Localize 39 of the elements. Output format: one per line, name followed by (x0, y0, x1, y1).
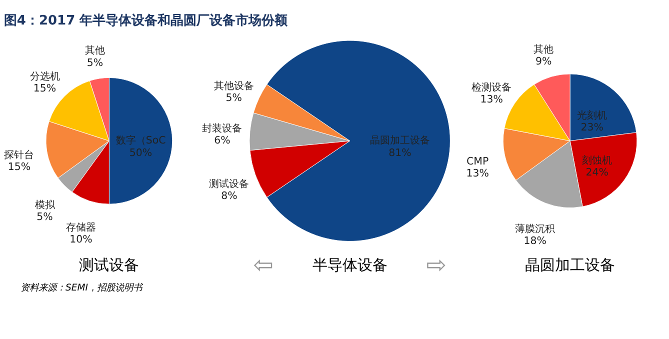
slice-label: 其他 (84, 44, 105, 57)
data-label: 15% (33, 83, 56, 94)
text: 测试设备 (79, 256, 140, 274)
data-label: 15% (8, 162, 31, 173)
text: 晶圆加工设备 (525, 256, 616, 274)
slice-label: 薄膜沉积 (515, 222, 556, 235)
slice-label: 晶圆加工设备 (370, 134, 430, 147)
data-label: 50% (129, 148, 152, 159)
data-label: 13% (480, 94, 504, 106)
slice-label: CMP (466, 156, 489, 168)
data-label: 18% (524, 236, 547, 247)
data-label: 5% (226, 93, 242, 104)
slice-label: 光刻机 (577, 110, 608, 122)
slice-label: 检测设备 (472, 81, 512, 94)
data-label: 81% (388, 148, 412, 159)
slice-label: 分选机 (30, 70, 60, 82)
text: 半导体设备 (312, 256, 388, 274)
data-label: 6% (214, 136, 231, 147)
slice-label: 测试设备 (209, 178, 250, 190)
slice-label: 数字（SoC (116, 134, 166, 147)
data-label: 8% (221, 191, 238, 202)
chart-title: 图4：2017 年半导体设备和晶圆厂设备市场份额 (4, 12, 289, 29)
data-label: 24% (586, 167, 609, 178)
slice-label: 其他设备 (214, 80, 254, 92)
slice-label: 刻蚀机 (582, 154, 612, 166)
slice-label: 探针台 (4, 148, 34, 161)
text: ⇨ (426, 250, 446, 279)
data-label: 23% (580, 122, 604, 134)
data-label: 10% (70, 234, 93, 246)
data-label: 5% (86, 58, 104, 69)
data-label: 5% (36, 212, 54, 224)
text: 资料来源：SEMI，招股说明书 (20, 282, 144, 294)
data-label: 13% (466, 168, 490, 180)
slice-label: 存储器 (66, 221, 96, 234)
data-label: 9% (535, 56, 552, 68)
slice-label: 封装设备 (202, 122, 242, 135)
slice-label: 其他 (534, 44, 554, 56)
text: ⇦ (253, 250, 274, 279)
slice-label: 模拟 (34, 199, 56, 212)
